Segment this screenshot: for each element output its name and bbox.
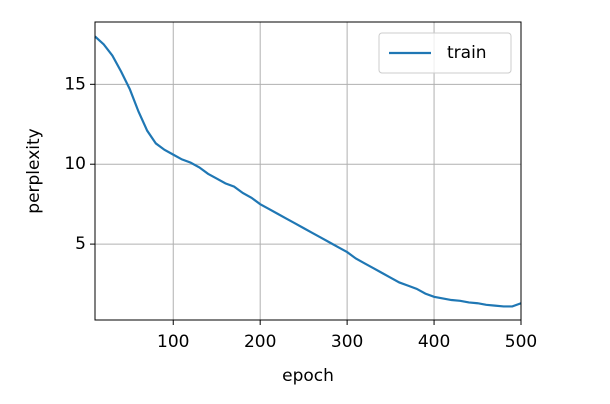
y-tick-label: 5 (75, 234, 86, 254)
x-tick-label: 100 (157, 332, 189, 352)
plot-frame (94, 21, 522, 321)
line (94, 35, 522, 308)
y-tick-label: 15 (64, 74, 86, 94)
x-tick-label: 200 (244, 332, 276, 352)
y-axis-label: perplexity (24, 128, 44, 213)
y-tick-label: 10 (64, 154, 86, 174)
legend-label: train (447, 43, 487, 63)
x-tick-label: 300 (331, 332, 363, 352)
x-tick-label: 500 (505, 332, 537, 352)
x-axis-label: epoch (282, 366, 334, 386)
legend-box (378, 32, 512, 74)
x-tick-label: 400 (418, 332, 450, 352)
